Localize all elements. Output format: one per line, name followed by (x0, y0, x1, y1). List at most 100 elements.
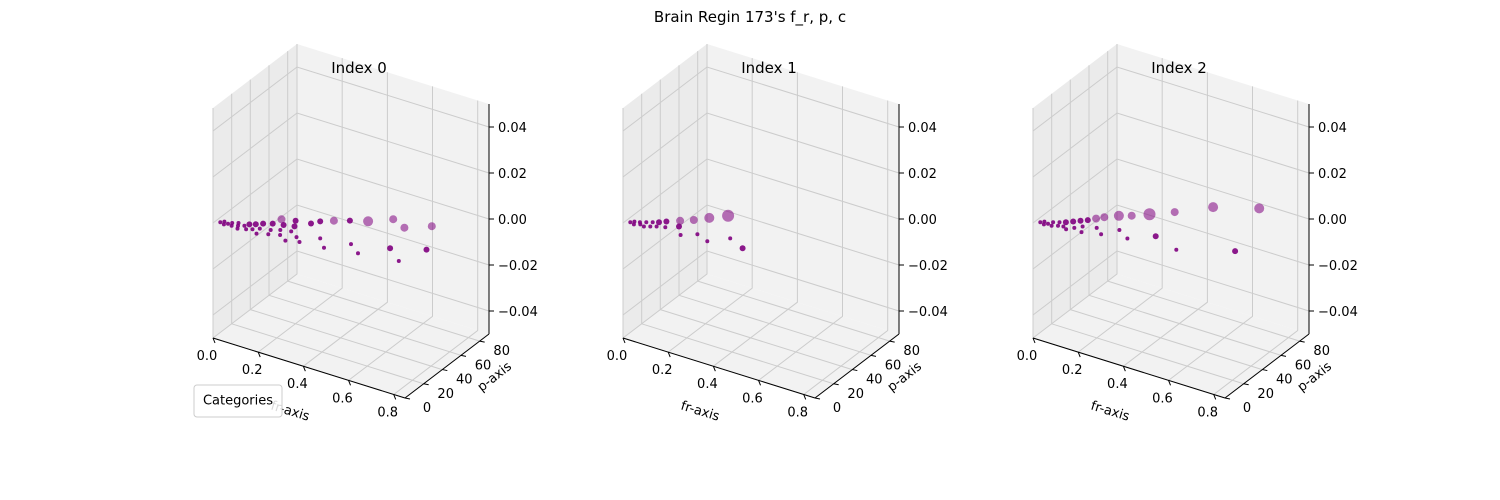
x-tick-mark (1213, 394, 1217, 400)
scatter-point (427, 222, 436, 231)
scatter-point (1254, 203, 1265, 214)
grid-line-y (231, 93, 424, 385)
grid-line-z (1032, 158, 1310, 224)
grid-line-x (1123, 72, 1208, 367)
scatter-point (1072, 225, 1077, 230)
scatter-point (218, 220, 223, 225)
z-tick-label: 0.02 (1318, 167, 1347, 182)
x-axis-line (212, 337, 406, 399)
x-tick-mark (1077, 351, 1081, 358)
y-tick-label: 0 (833, 401, 841, 416)
x-tick-label: 0.4 (697, 377, 718, 392)
grid-line-x (1032, 44, 1118, 339)
z-tick-label: −0.04 (908, 305, 948, 320)
scatter-point (242, 223, 247, 228)
scatter-point (1113, 210, 1124, 221)
scatter-point (349, 242, 353, 247)
scatter-point (663, 218, 670, 225)
z-tick-label: 0.00 (908, 213, 937, 228)
x-tick-label: 0.6 (1152, 391, 1173, 406)
scatter-point (396, 259, 401, 263)
x-tick-mark (758, 380, 761, 386)
scatter-point (631, 222, 636, 227)
grid-line-z (1032, 66, 1310, 132)
scatter-point (663, 225, 668, 230)
y-tick-mark (404, 397, 411, 400)
floor-pane (623, 274, 899, 398)
scatter-point (291, 223, 298, 230)
legend-title: Categories (203, 394, 273, 409)
scatter-point (705, 239, 710, 244)
x-tick-mark (803, 394, 807, 400)
scatter-point (322, 245, 326, 250)
grid-line-y (697, 51, 890, 342)
grid-line-x (667, 58, 753, 353)
y-tick-mark (1243, 383, 1249, 386)
scatter-point (250, 227, 255, 232)
scatter-point (246, 221, 253, 228)
scatter-point (1077, 217, 1084, 224)
scatter-point (638, 222, 643, 227)
scatter-point (308, 220, 314, 227)
z-tick-label: 0.02 (908, 167, 937, 182)
scatter-point (1084, 217, 1091, 224)
y-tick-mark (460, 354, 467, 357)
grid-line-z (622, 158, 900, 224)
scatter-point (294, 235, 299, 240)
x-tick-label: 0.8 (377, 406, 398, 421)
grid-line-z (212, 158, 490, 224)
y-tick-mark (1224, 397, 1231, 400)
scatter-point (1232, 248, 1239, 255)
z-tick-label: −0.04 (1318, 305, 1358, 320)
y-tick-label: 20 (847, 387, 864, 402)
scatter-point (389, 215, 398, 224)
scatter-point (722, 209, 735, 222)
scatter-point (292, 217, 299, 224)
x-tick-mark (257, 351, 261, 358)
x-tick-mark (667, 351, 671, 358)
scatter-point (254, 231, 259, 236)
scatter-point (318, 236, 323, 241)
z-tick-label: −0.02 (1318, 259, 1358, 274)
grid-line-y (659, 79, 853, 371)
scatter-point (648, 224, 653, 229)
y-tick-label: 60 (475, 358, 492, 373)
scatter-point (1127, 211, 1136, 220)
y-tick-mark (889, 340, 895, 343)
y-tick-label: 40 (456, 373, 473, 388)
z-tick-label: 0.04 (1318, 121, 1347, 136)
y-tick-mark (442, 369, 448, 372)
scatter-point (739, 245, 746, 252)
x-tick-label: 0.2 (242, 363, 263, 378)
grid-line-x (758, 86, 843, 381)
scatter-point (1092, 214, 1101, 223)
subplots-group: 0.00.20.40.60.8 020406080−0.04−0.020.000.… (197, 44, 1358, 425)
scatter-point (628, 220, 633, 225)
scatter-point (656, 219, 662, 226)
grid-line-y (268, 65, 462, 356)
grid-lines (212, 44, 490, 399)
scatter-point (346, 217, 353, 224)
grid-line-z (1032, 204, 1310, 270)
grid-line-y (1088, 65, 1282, 356)
x-tick-label: 0.0 (197, 349, 218, 364)
scatter-point (1117, 228, 1122, 232)
scatter-point (1174, 247, 1179, 252)
legend-box (193, 384, 283, 418)
scatter-point (423, 246, 430, 253)
scatter-point (728, 236, 733, 241)
x-tick-label: 0.2 (1062, 363, 1083, 378)
x-tick-mark (393, 394, 397, 400)
y-tick-mark (479, 340, 485, 343)
grid-line-x (1077, 58, 1163, 353)
scatter-point (277, 215, 286, 224)
subplot-title: Index 1 (741, 59, 797, 77)
scatter-point (676, 223, 682, 230)
legend: Categories (193, 384, 283, 418)
scatter-point (1208, 202, 1219, 213)
grid-line-x (393, 100, 479, 395)
scatter-point (229, 223, 234, 228)
grid-line-y (1107, 51, 1300, 342)
scatter-point (269, 220, 276, 227)
